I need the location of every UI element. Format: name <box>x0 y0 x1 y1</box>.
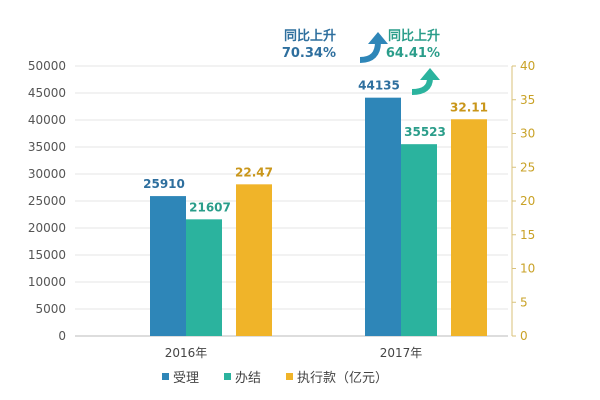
y-left-tick-label: 5000 <box>35 302 66 316</box>
annotation-percent: 64.41% <box>386 46 440 61</box>
y-right-tick-label: 25 <box>520 160 535 174</box>
bar-accepted <box>150 196 186 336</box>
y-left-tick-label: 50000 <box>28 59 66 73</box>
y-left-tick-label: 20000 <box>28 221 66 235</box>
x-category-label: 2016年 <box>165 346 208 360</box>
data-label: 22.47 <box>235 165 273 179</box>
y-left-tick-label: 25000 <box>28 194 66 208</box>
y-right-tick-label: 10 <box>520 262 535 276</box>
y-left-tick-label: 0 <box>58 329 66 343</box>
bar-execution-amount <box>236 184 272 336</box>
y-right-tick-label: 35 <box>520 93 535 107</box>
legend-label: 受理 <box>173 371 199 386</box>
y-right-tick-label: 0 <box>520 329 528 343</box>
y-right-tick-label: 15 <box>520 228 535 242</box>
annotation-title: 同比上升 <box>388 28 440 44</box>
legend-swatch <box>286 373 293 380</box>
data-label: 35523 <box>404 125 446 139</box>
data-label: 44135 <box>358 79 400 93</box>
bar-accepted <box>365 97 401 337</box>
data-label: 32.11 <box>450 100 488 114</box>
legend-label: 执行款（亿元） <box>297 371 388 386</box>
data-label: 25910 <box>143 177 185 191</box>
x-category-label: 2017年 <box>380 346 423 360</box>
bar-concluded <box>186 219 222 336</box>
y-left-tick-label: 35000 <box>28 140 66 154</box>
y-right-tick-label: 40 <box>520 59 535 73</box>
y-left-tick-label: 40000 <box>28 113 66 127</box>
annotation-percent: 70.34% <box>282 46 336 61</box>
y-right-tick-label: 30 <box>520 127 535 141</box>
y-left-tick-label: 45000 <box>28 86 66 100</box>
up-arrow-icon <box>359 41 381 63</box>
y-left-tick-label: 10000 <box>28 275 66 289</box>
up-arrow-icon <box>411 77 433 95</box>
up-arrow-head-icon <box>420 68 440 80</box>
y-left-tick-label: 15000 <box>28 248 66 262</box>
data-label: 21607 <box>189 200 231 214</box>
y-right-tick-label: 20 <box>520 194 535 208</box>
bar-execution-amount <box>451 119 487 336</box>
legend-label: 办结 <box>235 371 261 386</box>
annotation-title: 同比上升 <box>284 28 336 44</box>
y-left-tick-label: 30000 <box>28 167 66 181</box>
bar-concluded <box>401 144 437 336</box>
legend-swatch <box>224 373 231 380</box>
y-right-tick-label: 5 <box>520 295 528 309</box>
up-arrow-head-icon <box>368 32 388 44</box>
legend-swatch <box>162 373 169 380</box>
